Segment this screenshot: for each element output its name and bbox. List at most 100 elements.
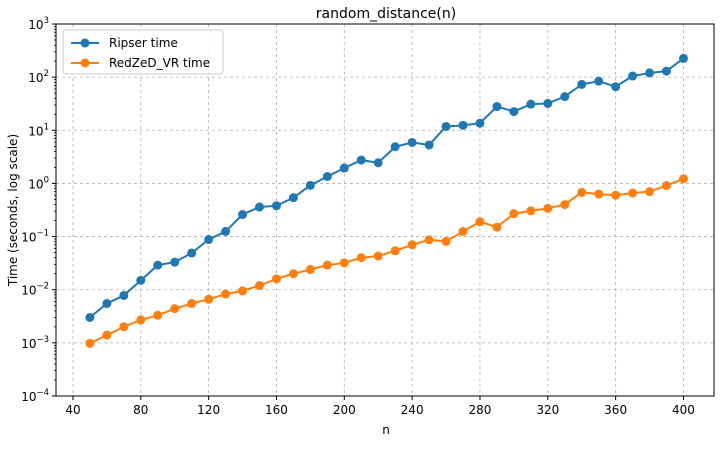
data-point	[187, 299, 197, 309]
x-tick-label: 120	[197, 403, 220, 417]
data-point	[271, 201, 281, 211]
data-point	[678, 174, 688, 184]
data-point	[594, 189, 604, 199]
data-point	[255, 281, 265, 291]
data-point	[645, 68, 655, 78]
data-point	[662, 181, 672, 191]
y-tick-label: 100	[28, 175, 49, 191]
data-point	[85, 313, 95, 323]
data-point	[424, 235, 434, 245]
data-point	[560, 200, 570, 210]
data-point	[170, 257, 180, 267]
data-point	[628, 71, 638, 81]
data-point	[492, 222, 502, 232]
data-point	[153, 310, 163, 320]
y-tick-label: 103	[28, 16, 49, 32]
data-point	[577, 79, 587, 89]
data-point	[628, 188, 638, 198]
x-tick-label: 320	[536, 403, 559, 417]
data-point	[373, 158, 383, 168]
data-point	[492, 102, 502, 112]
data-point	[322, 172, 332, 182]
data-point	[577, 187, 587, 197]
x-tick-label: 200	[333, 403, 356, 417]
x-tick-label: 160	[265, 403, 288, 417]
data-point	[153, 260, 163, 270]
y-tick-label: 10−2	[21, 282, 49, 298]
data-point	[594, 76, 604, 86]
data-point	[305, 180, 315, 190]
y-axis-label: Time (seconds, log scale)	[6, 134, 20, 287]
y-tick-label: 102	[28, 69, 49, 85]
data-point	[390, 142, 400, 152]
data-point	[356, 155, 366, 165]
data-point	[458, 120, 468, 130]
x-tick-label: 80	[133, 403, 148, 417]
data-point	[102, 299, 112, 309]
data-point	[271, 274, 281, 284]
legend: Ripser time RedZeD_VR time	[62, 29, 224, 75]
x-tick-label: 360	[604, 403, 627, 417]
data-point	[288, 193, 298, 203]
y-tick-label: 10−3	[21, 335, 49, 351]
data-point	[119, 322, 129, 332]
data-point	[322, 260, 332, 270]
data-point	[119, 290, 129, 300]
data-point	[356, 253, 366, 263]
data-point	[238, 286, 248, 296]
x-axis-label: n	[382, 423, 390, 437]
data-point	[424, 140, 434, 150]
data-point	[662, 66, 672, 76]
data-point	[475, 118, 485, 128]
data-point	[136, 315, 146, 325]
data-point	[441, 236, 451, 246]
series-layer	[85, 53, 688, 348]
data-point	[475, 217, 485, 227]
data-point	[339, 163, 349, 173]
data-point	[611, 190, 621, 200]
data-point	[611, 82, 621, 92]
x-tick-label: 240	[401, 403, 424, 417]
data-point	[441, 121, 451, 131]
data-point	[136, 275, 146, 285]
y-tick-label: 10−1	[21, 229, 49, 245]
data-point	[645, 187, 655, 197]
data-point	[221, 226, 231, 236]
data-point	[509, 209, 519, 219]
axis-ticks: 40 80 120 160 200 240 280 320 360 400 10−4 10−3 10−2…	[21, 16, 695, 417]
y-tick-label: 10−4	[21, 388, 49, 404]
data-point	[255, 202, 265, 212]
plot-frame	[55, 23, 715, 397]
data-point	[390, 246, 400, 256]
data-point	[526, 99, 536, 109]
data-point	[221, 289, 231, 299]
x-tick-label: 400	[672, 403, 695, 417]
data-point	[373, 251, 383, 261]
series-1	[85, 174, 688, 348]
data-point	[85, 338, 95, 348]
data-point	[288, 269, 298, 279]
series-0	[85, 53, 688, 323]
data-point	[407, 240, 417, 250]
legend-label: Ripser time	[109, 36, 178, 50]
data-point	[526, 206, 536, 216]
legend-marker	[80, 38, 90, 48]
data-point	[543, 98, 553, 108]
legend-marker	[80, 58, 90, 68]
data-point	[187, 248, 197, 258]
y-tick-label: 101	[28, 122, 49, 138]
data-point	[204, 294, 214, 304]
data-point	[102, 330, 112, 340]
data-point	[238, 210, 248, 220]
data-point	[339, 258, 349, 268]
data-point	[678, 53, 688, 63]
x-tick-label: 280	[469, 403, 492, 417]
x-tick-label: 40	[65, 403, 80, 417]
legend-item: RedZeD_VR time	[71, 56, 210, 70]
chart-title: random_distance(n)	[316, 6, 456, 22]
data-point	[560, 92, 570, 102]
data-point	[543, 203, 553, 213]
data-point	[509, 107, 519, 117]
data-point	[170, 304, 180, 314]
